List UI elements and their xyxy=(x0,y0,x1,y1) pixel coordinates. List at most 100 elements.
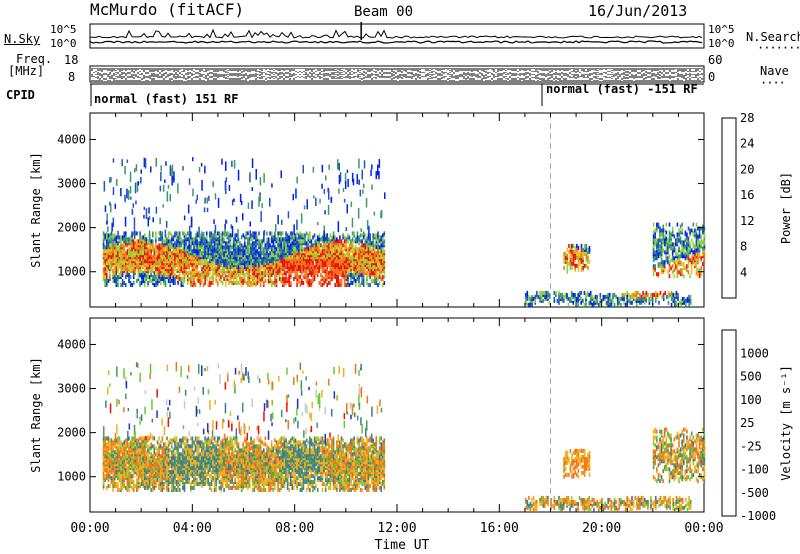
power-echo-cell xyxy=(152,269,154,274)
power-echo-cell xyxy=(568,243,570,248)
power-echo-cell xyxy=(321,249,324,254)
power-echo-cell xyxy=(589,296,592,301)
power-echo-cell xyxy=(690,254,693,259)
power-echo-cell xyxy=(681,296,684,301)
power-echo-cell xyxy=(652,234,655,239)
power-echo-cell xyxy=(320,283,322,287)
power-echo-cell xyxy=(329,265,332,270)
power-scatter-echo xyxy=(164,179,166,184)
power-echo-cell xyxy=(142,247,144,252)
power-scatter-echo xyxy=(150,166,152,173)
power-echo-cell xyxy=(272,281,275,285)
power-echo-cell xyxy=(205,231,208,236)
power-echo-cell xyxy=(690,228,693,233)
power-echo-cell xyxy=(652,230,655,235)
power-echo-cell xyxy=(123,237,125,242)
power-echo-cell xyxy=(695,268,698,273)
power-echo-cell xyxy=(364,245,367,250)
power-echo-cell xyxy=(115,269,118,274)
power-scatter-echo xyxy=(124,194,126,200)
power-echo-cell xyxy=(321,283,324,287)
power-echo-cell xyxy=(290,243,292,248)
power-echo-cell xyxy=(112,279,114,283)
power-echo-cell xyxy=(102,249,105,254)
power-echo-cell xyxy=(645,290,648,295)
power-echo-cell xyxy=(607,298,609,303)
power-echo-cell xyxy=(126,267,129,272)
power-echo-cell xyxy=(698,240,701,245)
power-scatter-echo xyxy=(155,206,158,214)
power-echo-cell xyxy=(228,237,230,242)
power-scatter-echo xyxy=(143,214,145,219)
power-echo-cell xyxy=(296,231,298,236)
power-echo-cell xyxy=(700,234,702,239)
power-echo-cell xyxy=(526,302,529,307)
velocity-echo-cell xyxy=(107,436,110,441)
power-echo-cell xyxy=(144,251,146,256)
power-echo-cell xyxy=(274,277,276,281)
power-echo-cell xyxy=(351,231,354,236)
velocity-echo-cell xyxy=(123,484,125,488)
power-echo-cell xyxy=(196,253,198,258)
power-echo-cell xyxy=(695,260,698,265)
power-echo-cell xyxy=(687,270,690,275)
power-echo-cell xyxy=(383,231,386,236)
power-echo-cell xyxy=(681,246,683,251)
power-echo-cell xyxy=(312,235,314,240)
power-echo-cell xyxy=(158,237,160,242)
power-echo-cell xyxy=(375,251,378,256)
power-echo-cell xyxy=(370,249,373,254)
power-echo-cell xyxy=(239,273,241,278)
power-echo-cell xyxy=(155,275,157,279)
power-echo-cell xyxy=(147,275,149,279)
power-echo-cell xyxy=(177,275,179,279)
power-echo-cell xyxy=(658,300,660,305)
power-echo-cell xyxy=(110,237,113,242)
velocity-echo-cell xyxy=(118,476,121,481)
power-echo-cell xyxy=(660,238,663,243)
power-echo-cell xyxy=(256,235,259,240)
power-echo-cell xyxy=(234,233,236,238)
power-echo-cell xyxy=(320,279,322,283)
power-echo-cell xyxy=(315,239,317,244)
power-echo-cell xyxy=(266,255,268,260)
power-echo-cell xyxy=(336,269,338,274)
power-echo-cell xyxy=(591,302,594,307)
power-scatter-echo xyxy=(371,164,373,170)
power-echo-cell xyxy=(556,298,559,303)
power-echo-cell xyxy=(104,279,106,283)
power-scatter-echo xyxy=(347,178,349,188)
power-echo-cell xyxy=(659,238,661,243)
power-echo-cell xyxy=(158,271,160,276)
power-echo-cell xyxy=(587,247,589,252)
power-echo-cell xyxy=(356,231,359,236)
power-echo-cell xyxy=(652,250,655,255)
power-echo-cell xyxy=(229,233,232,238)
power-echo-cell xyxy=(283,283,286,287)
power-echo-cell xyxy=(671,230,674,235)
power-echo-cell xyxy=(632,292,635,297)
power-echo-cell xyxy=(339,271,341,276)
power-echo-cell xyxy=(148,253,151,258)
power-echo-cell xyxy=(188,253,190,258)
power-scatter-echo xyxy=(343,198,346,203)
power-echo-cell xyxy=(236,247,238,252)
power-echo-cell xyxy=(571,249,573,254)
power-scatter-echo xyxy=(325,175,327,181)
power-scatter-echo xyxy=(182,166,184,171)
power-echo-cell xyxy=(374,247,376,252)
power-echo-cell xyxy=(155,271,157,276)
power-echo-cell xyxy=(272,239,275,244)
power-echo-cell xyxy=(229,247,232,252)
power-echo-cell xyxy=(234,273,236,278)
power-echo-cell xyxy=(223,267,225,272)
velocity-echo-cell xyxy=(102,442,105,447)
power-echo-cell xyxy=(142,235,144,240)
power-ylabel: Slant Range [km] xyxy=(29,152,43,268)
power-echo-cell xyxy=(561,296,563,301)
power-echo-cell xyxy=(380,235,382,240)
power-echo-cell xyxy=(209,281,211,285)
power-echo-cell xyxy=(700,256,702,261)
power-echo-cell xyxy=(326,269,328,274)
power-echo-cell xyxy=(299,245,302,250)
